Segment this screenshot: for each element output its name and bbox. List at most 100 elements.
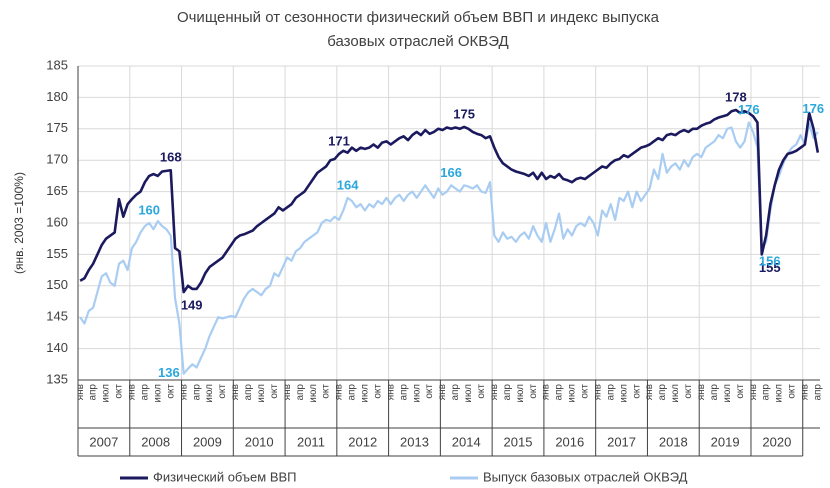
x-tick-label: янв <box>800 384 811 400</box>
x-tick-label: окт <box>735 384 746 399</box>
year-label: 2011 <box>297 434 325 449</box>
x-tick-label: окт <box>165 384 176 399</box>
y-tick-label: 170 <box>46 152 68 167</box>
x-tick-label: апр <box>398 384 409 401</box>
x-tick-label: окт <box>476 384 487 399</box>
x-tick-label: окт <box>631 384 642 399</box>
x-tick-label: окт <box>321 384 332 399</box>
x-tick-label: апр <box>347 384 358 401</box>
x-tick-label: июл <box>411 384 422 403</box>
x-tick-label: апр <box>761 384 772 401</box>
data-label: 155 <box>759 260 781 275</box>
x-tick-label: июл <box>774 384 785 403</box>
y-tick-label: 160 <box>46 214 68 229</box>
data-label: 136 <box>158 365 180 380</box>
year-label: 2010 <box>245 434 274 449</box>
data-label: 178 <box>725 89 747 104</box>
series-line <box>79 121 819 375</box>
x-tick-label: апр <box>191 384 202 401</box>
x-tick-label: апр <box>450 384 461 401</box>
x-tick-label: июл <box>463 384 474 403</box>
x-tick-label: янв <box>644 384 655 400</box>
y-tick-label: 140 <box>46 340 68 355</box>
x-tick-label: июл <box>152 384 163 403</box>
x-tick-label: июл <box>670 384 681 403</box>
x-tick-label: окт <box>580 384 591 399</box>
x-tick-label: апр <box>140 384 151 401</box>
x-tick-label: июл <box>204 384 215 403</box>
chart-title: базовых отраслей ОКВЭД <box>327 33 508 50</box>
year-label: 2015 <box>504 434 533 449</box>
series-line <box>79 108 820 294</box>
x-tick-label: янв <box>230 384 241 400</box>
x-tick-label: апр <box>709 384 720 401</box>
x-tick-label: июл <box>101 384 112 403</box>
x-tick-label: апр <box>812 384 823 401</box>
x-tick-label: янв <box>489 384 500 400</box>
x-tick-label: апр <box>295 384 306 401</box>
x-tick-label: окт <box>217 384 228 399</box>
x-tick-label: июл <box>618 384 629 403</box>
x-tick-label: янв <box>334 384 345 400</box>
year-label: 2016 <box>555 434 584 449</box>
data-label: 176 <box>738 102 760 117</box>
x-tick-label: апр <box>554 384 565 401</box>
x-tick-label: июл <box>256 384 267 403</box>
data-label: 149 <box>181 298 203 313</box>
x-tick-label: апр <box>502 384 513 401</box>
x-tick-label: окт <box>424 384 435 399</box>
x-tick-label: июл <box>308 384 319 403</box>
year-label: 2008 <box>141 434 170 449</box>
x-tick-label: янв <box>385 384 396 400</box>
year-label: 2017 <box>607 434 636 449</box>
year-label: 2020 <box>762 434 791 449</box>
data-label: 168 <box>160 150 182 165</box>
x-tick-label: янв <box>541 384 552 400</box>
legend-label: Физический объем ВВП <box>153 469 297 484</box>
y-tick-label: 150 <box>46 277 68 292</box>
data-label: 171 <box>328 133 350 148</box>
year-label: 2013 <box>400 434 429 449</box>
x-tick-label: янв <box>748 384 759 400</box>
x-tick-label: янв <box>75 384 86 400</box>
y-tick-label: 165 <box>46 183 68 198</box>
year-label: 2019 <box>711 434 740 449</box>
x-tick-label: окт <box>114 384 125 399</box>
x-tick-label: янв <box>282 384 293 400</box>
x-tick-label: июл <box>360 384 371 403</box>
y-tick-label: 185 <box>46 57 68 72</box>
x-tick-label: окт <box>683 384 694 399</box>
x-tick-label: янв <box>592 384 603 400</box>
year-label: 2014 <box>452 434 481 449</box>
data-label: 175 <box>453 106 475 121</box>
x-tick-label: окт <box>528 384 539 399</box>
x-tick-label: апр <box>605 384 616 401</box>
data-label: 156 <box>759 254 781 269</box>
x-tick-label: июл <box>722 384 733 403</box>
legend-label: Выпуск базовых отраслей ОКВЭД <box>483 469 688 484</box>
data-label: 166 <box>440 165 462 180</box>
x-tick-label: окт <box>787 384 798 399</box>
data-label: 176 <box>802 101 824 116</box>
y-axis-label: (янв. 2003 =100%) <box>12 172 26 274</box>
y-tick-label: 180 <box>46 89 68 104</box>
x-tick-label: янв <box>696 384 707 400</box>
chart-title: Очищенный от сезонности физический объем… <box>177 9 660 26</box>
data-label: 160 <box>138 202 160 217</box>
x-tick-label: янв <box>127 384 138 400</box>
x-tick-label: июл <box>515 384 526 403</box>
year-label: 2007 <box>89 434 118 449</box>
x-tick-label: янв <box>178 384 189 400</box>
y-tick-label: 145 <box>46 309 68 324</box>
year-label: 2012 <box>348 434 377 449</box>
y-tick-label: 175 <box>46 120 68 135</box>
year-label: 2018 <box>659 434 688 449</box>
x-tick-label: окт <box>269 384 280 399</box>
x-tick-label: окт <box>372 384 383 399</box>
y-tick-label: 155 <box>46 246 68 261</box>
x-tick-label: апр <box>657 384 668 401</box>
year-label: 2009 <box>193 434 222 449</box>
x-tick-label: апр <box>243 384 254 401</box>
x-tick-label: апр <box>88 384 99 401</box>
